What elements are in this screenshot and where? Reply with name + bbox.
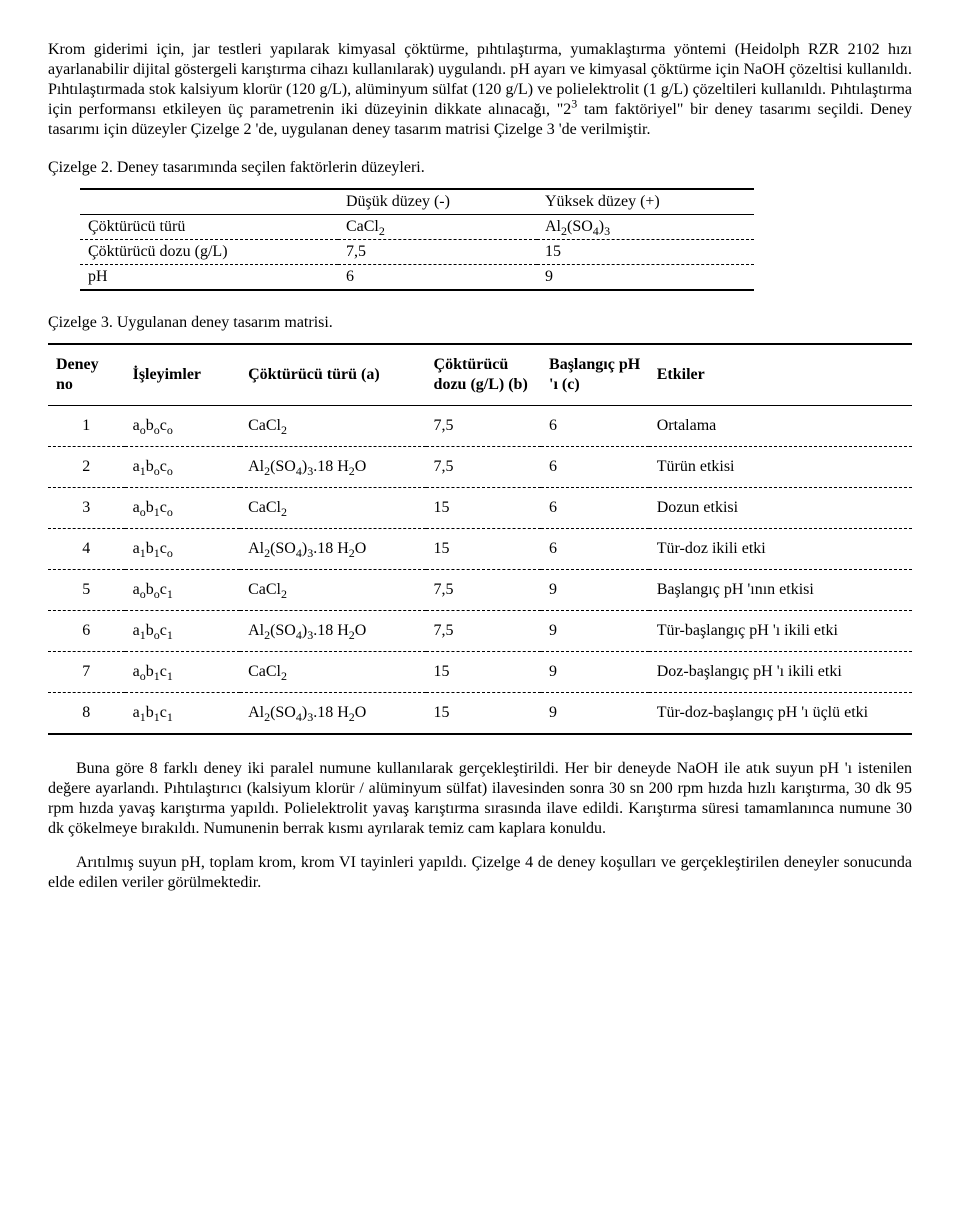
t3-cell-etk: Başlangıç pH 'ının etkisi [649,570,912,611]
t3-cell-doz: 7,5 [426,406,541,447]
t3-cell-no: 2 [48,447,125,488]
t3-cell-etk: Tür-doz-başlangıç pH 'ı üçlü etki [649,693,912,735]
t3-cell-etk: Dozun etkisi [649,488,912,529]
t3-cell-isl: aoboc1 [125,570,240,611]
t3-cell-ph: 9 [541,611,649,652]
table-row: 6a1boc1Al2(SO4)3.18 H2O7,59Tür-başlangıç… [48,611,912,652]
paragraph-2: Buna göre 8 farklı deney iki paralel num… [48,759,912,839]
t3-cell-etk: Ortalama [649,406,912,447]
t3-h-doz: Çöktürücü dozu (g/L) (b) [426,344,541,406]
t3-cell-isl: a1b1co [125,529,240,570]
t3-cell-doz: 15 [426,488,541,529]
t2-r1-low: CaCl2 [338,215,537,240]
table3-caption: Çizelge 3. Uygulanan deney tasarım matri… [48,313,912,333]
t3-cell-isl: a1boco [125,447,240,488]
paragraph-1: Krom giderimi için, jar testleri yapılar… [48,40,912,140]
t2-r2-low: 7,5 [338,240,537,265]
t2-r3-high: 9 [537,265,754,291]
t2-r3-label: pH [80,265,338,291]
t3-cell-no: 7 [48,652,125,693]
paragraph-3: Arıtılmış suyun pH, toplam krom, krom VI… [48,853,912,893]
t3-cell-tur: Al2(SO4)3.18 H2O [240,611,425,652]
t3-cell-ph: 6 [541,447,649,488]
t3-cell-no: 8 [48,693,125,735]
t3-cell-isl: a1boc1 [125,611,240,652]
t3-cell-no: 6 [48,611,125,652]
table-row: 4a1b1coAl2(SO4)3.18 H2O156Tür-doz ikili … [48,529,912,570]
t3-cell-tur: CaCl2 [240,406,425,447]
t3-cell-etk: Türün etkisi [649,447,912,488]
t3-h-isl: İşleyimler [125,344,240,406]
t3-cell-no: 3 [48,488,125,529]
table-row: 8a1b1c1Al2(SO4)3.18 H2O159Tür-doz-başlan… [48,693,912,735]
t3-cell-no: 4 [48,529,125,570]
table3: Deney no İşleyimler Çöktürücü türü (a) Ç… [48,343,912,735]
t2-col-high: Yüksek düzey (+) [537,189,754,215]
table-row: 3aob1coCaCl2156Dozun etkisi [48,488,912,529]
t2-r2-label: Çöktürücü dozu (g/L) [80,240,338,265]
t3-cell-doz: 7,5 [426,570,541,611]
table-row: 1aobocoCaCl27,56Ortalama [48,406,912,447]
t3-h-no: Deney no [48,344,125,406]
t3-cell-tur: CaCl2 [240,488,425,529]
table-row: 2a1bocoAl2(SO4)3.18 H2O7,56Türün etkisi [48,447,912,488]
t3-cell-doz: 7,5 [426,611,541,652]
t3-cell-isl: a1b1c1 [125,693,240,735]
t2-col-low: Düşük düzey (-) [338,189,537,215]
t3-cell-ph: 9 [541,693,649,735]
t3-cell-doz: 15 [426,693,541,735]
t2-r1-high: Al2(SO4)3 [537,215,754,240]
t3-cell-doz: 7,5 [426,447,541,488]
table-row: 5aoboc1CaCl27,59Başlangıç pH 'ının etkis… [48,570,912,611]
t3-cell-tur: Al2(SO4)3.18 H2O [240,447,425,488]
t3-cell-isl: aob1c1 [125,652,240,693]
t3-h-tur: Çöktürücü türü (a) [240,344,425,406]
t3-cell-isl: aob1co [125,488,240,529]
t3-cell-ph: 6 [541,529,649,570]
t3-h-etk: Etkiler [649,344,912,406]
t3-cell-tur: Al2(SO4)3.18 H2O [240,693,425,735]
t3-cell-etk: Doz-başlangıç pH 'ı ikili etki [649,652,912,693]
t3-cell-ph: 6 [541,488,649,529]
t3-cell-tur: CaCl2 [240,570,425,611]
t3-cell-no: 1 [48,406,125,447]
t3-cell-ph: 6 [541,406,649,447]
t3-cell-tur: Al2(SO4)3.18 H2O [240,529,425,570]
t3-cell-no: 5 [48,570,125,611]
t3-cell-etk: Tür-doz ikili etki [649,529,912,570]
t3-cell-ph: 9 [541,652,649,693]
t3-cell-ph: 9 [541,570,649,611]
table2-caption: Çizelge 2. Deney tasarımında seçilen fak… [48,158,912,178]
t2-r2-high: 15 [537,240,754,265]
table2: Düşük düzey (-) Yüksek düzey (+) Çöktürü… [80,188,754,291]
t3-cell-doz: 15 [426,529,541,570]
t3-cell-isl: aoboco [125,406,240,447]
t3-cell-tur: CaCl2 [240,652,425,693]
t3-cell-etk: Tür-başlangıç pH 'ı ikili etki [649,611,912,652]
t3-h-ph: Başlangıç pH 'ı (c) [541,344,649,406]
t2-r1-label: Çöktürücü türü [80,215,338,240]
t2-r3-low: 6 [338,265,537,291]
table-row: 7aob1c1CaCl2159Doz-başlangıç pH 'ı ikili… [48,652,912,693]
t3-cell-doz: 15 [426,652,541,693]
